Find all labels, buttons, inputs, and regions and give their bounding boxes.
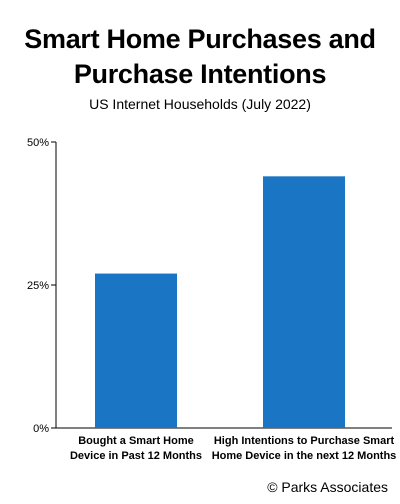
bar-2 [263,176,345,428]
x-tick-label-2-line-1: High Intentions to Purchase Smart [214,435,395,447]
y-tick-label: 0% [33,423,49,435]
copyright-footer: © Parks Associates [267,479,388,495]
chart-title: Smart Home Purchases and Purchase Intenti… [0,22,400,92]
chart-title-line-1: Smart Home Purchases and [24,24,376,54]
x-tick-label-1-line-2: Device in Past 12 Months [70,450,202,462]
y-tick-label: 25% [27,280,49,292]
x-tick-label-1-line-1: Bought a Smart Home [78,435,194,447]
chart-title-text: Smart Home Purchases and Purchase Intenti… [24,24,376,89]
y-tick-label: 50% [27,137,49,149]
chart-subtitle: US Internet Households (July 2022) [89,96,311,112]
x-tick-label-2-line-2: Home Device in the next 12 Months [212,450,397,462]
chart-title-line-2: Purchase Intentions [73,59,327,89]
bar-1 [95,273,177,428]
